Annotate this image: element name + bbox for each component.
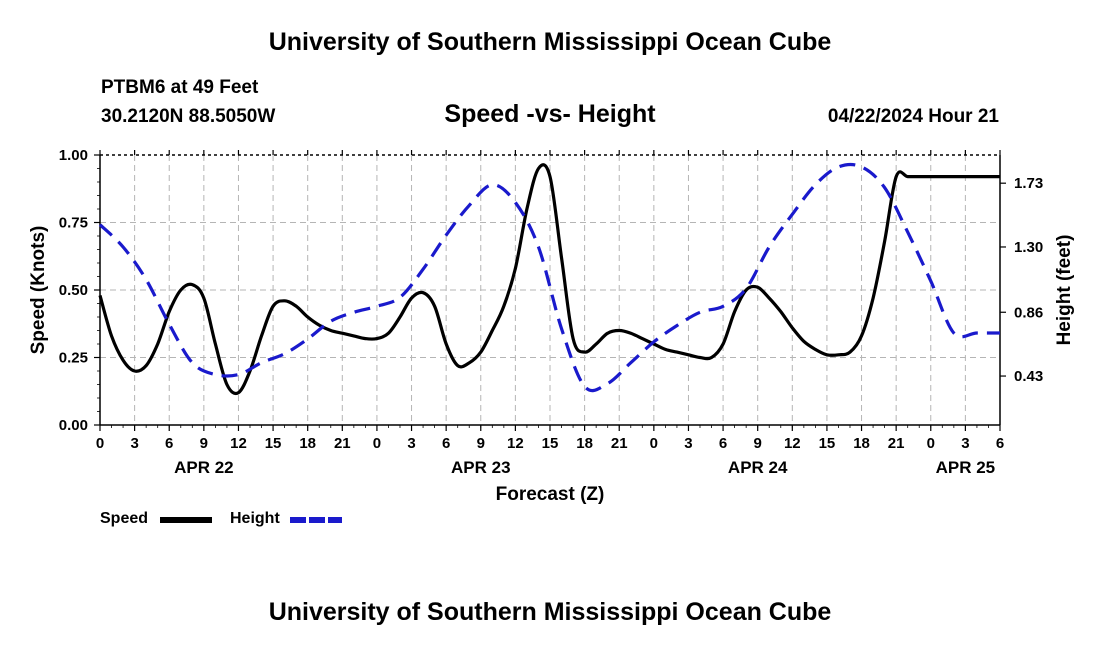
x-tick-label: 3 <box>130 435 138 452</box>
series-line-height <box>98 162 1000 393</box>
x-axis-title: Forecast (Z) <box>496 484 605 505</box>
x-tick-label: 9 <box>477 435 485 452</box>
y-tick-label: 0.25 <box>59 350 88 367</box>
x-tick-label: 21 <box>888 435 905 452</box>
x-tick-label: 6 <box>442 435 450 452</box>
x-date-label: APR 25 <box>936 458 996 477</box>
x-tick-label: 0 <box>650 435 658 452</box>
x-tick-label: 3 <box>684 435 692 452</box>
x-tick-label: 12 <box>230 435 247 452</box>
legend-height-label: Height <box>230 510 280 527</box>
legend-speed-label: Speed <box>100 510 149 527</box>
x-tick-label: 15 <box>819 435 836 452</box>
x-tick-label: 6 <box>996 435 1004 452</box>
x-tick-label: 21 <box>611 435 628 452</box>
y2-tick-label: 1.73 <box>1014 175 1043 192</box>
x-tick-label: 18 <box>853 435 870 452</box>
y2-tick-label: 0.86 <box>1014 304 1043 321</box>
x-tick-label: 12 <box>507 435 524 452</box>
chart-subtitle: Speed -vs- Height <box>444 100 656 128</box>
x-tick-label: 0 <box>927 435 935 452</box>
x-tick-label: 15 <box>265 435 282 452</box>
x-tick-label: 12 <box>784 435 801 452</box>
x-tick-label: 6 <box>719 435 727 452</box>
x-tick-label: 3 <box>961 435 969 452</box>
y2-axis-title: Height (feet) <box>1054 235 1075 346</box>
y2-tick-label: 0.43 <box>1014 368 1043 385</box>
x-date-label: APR 24 <box>728 458 788 477</box>
x-tick-label: 6 <box>165 435 173 452</box>
y-tick-label: 0.00 <box>59 417 88 434</box>
y-axis-title: Speed (Knots) <box>28 226 49 355</box>
forecast-datetime: 04/22/2024 Hour 21 <box>827 106 999 127</box>
station-coordinates: 30.2120N 88.5050W <box>101 106 276 127</box>
x-tick-label: 21 <box>334 435 351 452</box>
x-tick-label: 18 <box>576 435 593 452</box>
x-tick-label: 9 <box>200 435 208 452</box>
chart-main-title: University of Southern Mississippi Ocean… <box>268 28 832 56</box>
x-tick-label: 18 <box>299 435 316 452</box>
x-tick-label: 0 <box>96 435 104 452</box>
x-tick-label: 9 <box>754 435 762 452</box>
x-date-label: APR 22 <box>174 458 234 477</box>
footer-title: University of Southern Mississippi Ocean… <box>268 598 832 626</box>
y-tick-label: 0.50 <box>59 282 88 299</box>
y2-tick-label: 1.30 <box>1014 239 1043 256</box>
x-tick-label: 3 <box>407 435 415 452</box>
x-tick-label: 0 <box>373 435 381 452</box>
station-label: PTBM6 at 49 Feet <box>101 77 259 98</box>
y-tick-label: 1.00 <box>59 147 88 164</box>
y-tick-label: 0.75 <box>59 215 88 232</box>
x-tick-label: 15 <box>542 435 559 452</box>
x-date-label: APR 23 <box>451 458 511 477</box>
